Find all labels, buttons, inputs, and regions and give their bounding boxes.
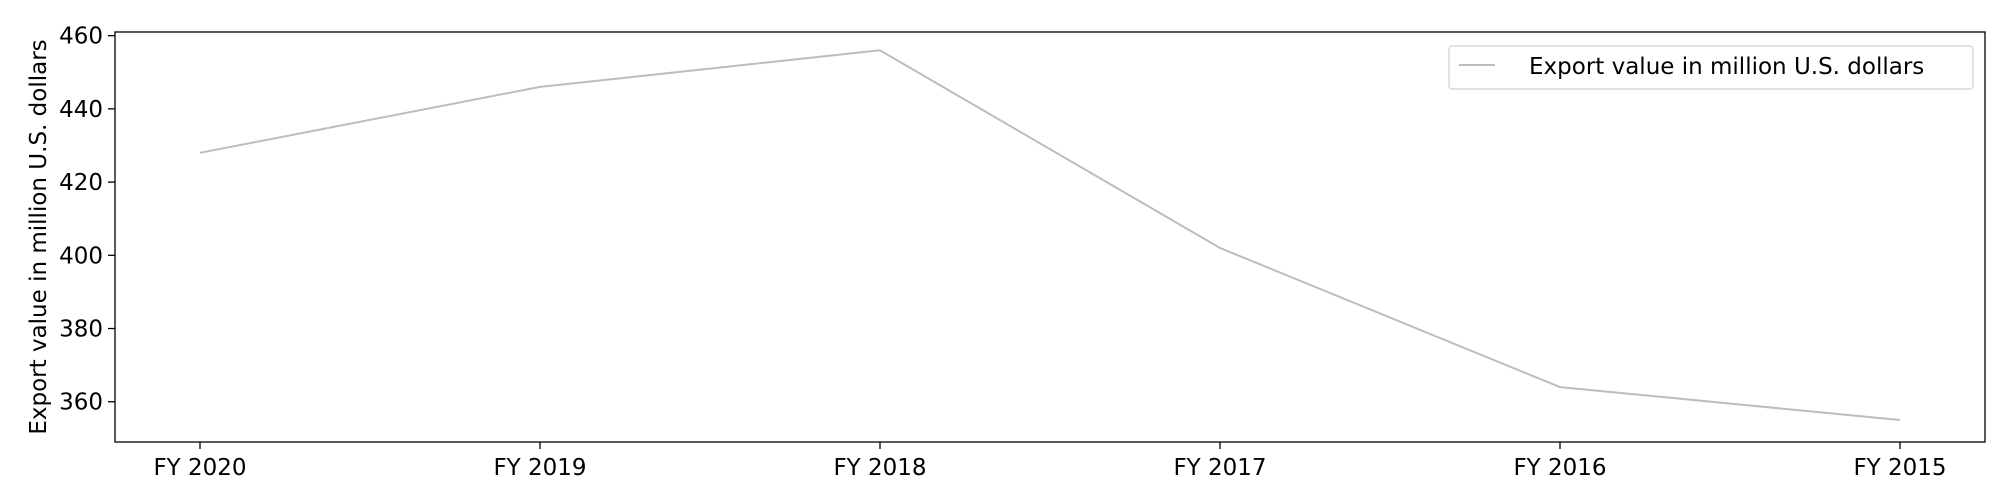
- legend-label: Export value in million U.S. dollars: [1529, 54, 1924, 80]
- x-tick-label: FY 2016: [1513, 455, 1606, 481]
- y-tick-label: 440: [59, 97, 103, 123]
- series-layer: [199, 49, 1901, 422]
- x-tick-label: FY 2017: [1173, 455, 1266, 481]
- plot-area-frame: [114, 31, 1986, 443]
- y-tick-label: 420: [59, 170, 103, 196]
- legend: Export value in million U.S. dollars: [1448, 45, 1974, 90]
- y-axis-title: Export value in million U.S. dollars: [26, 39, 52, 434]
- legend-box: [1448, 45, 1974, 90]
- x-axis-ticks: FY 2020 FY 2019 FY 2018 FY 2017 FY 2016 FY 20…: [153, 442, 1947, 481]
- y-tick-label: 380: [59, 317, 103, 343]
- x-tick-label: FY 2015: [1853, 455, 1946, 481]
- x-tick-label: FY 2019: [493, 455, 586, 481]
- y-tick-label: 460: [59, 24, 103, 50]
- x-tick-label: FY 2018: [833, 455, 926, 481]
- y-axis-ticks: 360 380 400 420 440 460: [59, 24, 115, 416]
- series-line: [199, 49, 1901, 422]
- y-tick-label: 360: [59, 390, 103, 416]
- x-tick-label: FY 2020: [153, 455, 246, 481]
- y-tick-label: 400: [59, 243, 103, 269]
